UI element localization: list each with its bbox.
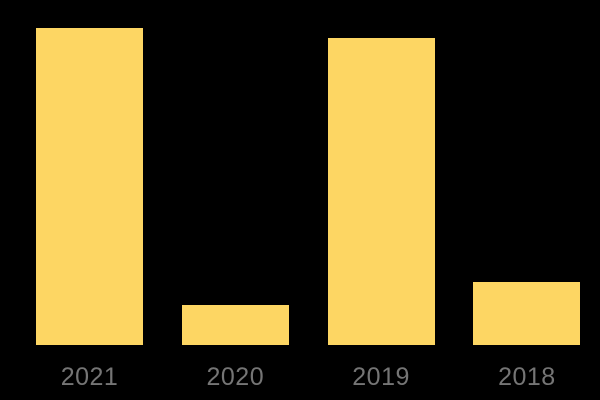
bar-2020: [181, 305, 289, 345]
bar-2019: [327, 38, 435, 345]
x-tick-label-2019: 2019: [352, 363, 410, 391]
x-tick-label-2020: 2020: [206, 363, 265, 391]
bar-2018: [473, 281, 581, 345]
x-tick-label-2018: 2018: [498, 363, 556, 391]
x-tick-label-2021: 2021: [60, 363, 119, 391]
bar-2021: [36, 28, 143, 345]
